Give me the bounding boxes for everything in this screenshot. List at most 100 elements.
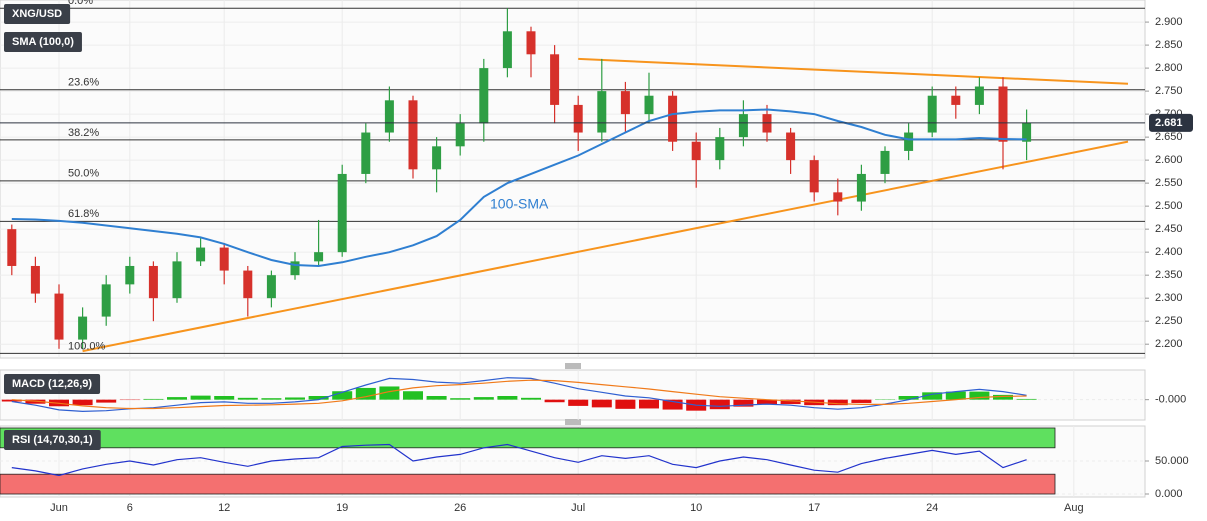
candle-body [101, 284, 111, 317]
fib-level-label: 23.6% [68, 77, 99, 89]
macd-histogram-bar [473, 397, 494, 400]
candle-body [856, 173, 866, 202]
candle-body [172, 261, 182, 299]
x-tick-label: 6 [127, 502, 133, 514]
macd-histogram-bar [922, 392, 943, 400]
candle-body [384, 100, 394, 133]
candle-body [30, 265, 40, 294]
x-tick-label: 24 [926, 502, 938, 514]
fib-level-label: 50.0% [68, 168, 99, 180]
candle-body [7, 229, 17, 266]
candle-body [691, 141, 701, 161]
y-tick-label: 2.850 [1155, 39, 1183, 51]
y-tick-label: 2.750 [1155, 85, 1183, 97]
y-tick-label: 0.000 [1155, 488, 1183, 500]
macd-histogram-bar [521, 397, 541, 400]
grid [0, 0, 1145, 497]
y-tick-label: -0.000 [1155, 394, 1186, 406]
candle-body [219, 247, 229, 271]
candle-body [243, 270, 253, 299]
y-tick-label: 2.450 [1155, 223, 1183, 235]
legend-box [4, 430, 101, 450]
macd-histogram-bar [709, 399, 730, 410]
legend-box [4, 32, 82, 52]
trend-line [578, 57, 1129, 85]
fib-level-label: 38.2% [68, 127, 99, 139]
fib-level-label: 0.0% [68, 0, 93, 7]
macd-histogram-bar [214, 396, 235, 400]
candle-body [998, 86, 1008, 142]
y-tick-label: 2.300 [1155, 292, 1183, 304]
signal-line [11, 379, 1027, 410]
panel-divider[interactable] [565, 363, 581, 425]
macd-histogram-bar [1016, 398, 1037, 400]
y-tick-label: 2.400 [1155, 246, 1183, 258]
candle-body [715, 137, 725, 161]
candle-body [455, 123, 465, 147]
x-tick-label: 17 [808, 502, 820, 514]
candle-body [833, 192, 843, 202]
candle-body [125, 265, 135, 285]
macd-histogram-bar [1, 399, 22, 402]
macd-histogram-bar [190, 395, 211, 400]
macd-histogram-bar [379, 386, 400, 400]
candle-body [78, 316, 88, 340]
fib-level-label: 100.0% [68, 340, 106, 352]
x-tick-label: Jun [50, 502, 68, 514]
price-panel [0, 0, 1146, 359]
candle-body [502, 31, 512, 69]
y-tick-label: 2.800 [1155, 62, 1183, 74]
legend-label: MACD (12,26,9) [12, 378, 92, 390]
candle-body [904, 132, 914, 151]
candle-body [644, 95, 654, 115]
legend-box [4, 4, 71, 24]
last-price-box [1149, 113, 1193, 132]
candle-body [408, 100, 418, 170]
macd-histogram-bar [72, 399, 93, 406]
candle-body [148, 265, 158, 299]
y-tick-label: 2.650 [1155, 131, 1183, 143]
x-tick-label: 10 [690, 502, 702, 514]
y-tick-label: 2.600 [1155, 154, 1183, 166]
y-tick-label: 2.500 [1155, 200, 1183, 212]
macd-histogram-bar [615, 399, 636, 409]
candle-body [809, 160, 819, 193]
rsi-line [11, 443, 1027, 477]
macd-histogram-bar [285, 397, 305, 400]
macd-histogram-bar [167, 397, 187, 400]
sma-annotation: 100-SMA [490, 196, 549, 212]
oversold-zone [0, 473, 1056, 495]
legend-label: RSI (14,70,30,1) [12, 434, 93, 446]
candle-body [526, 31, 536, 55]
macd-histogram-bar [662, 399, 683, 410]
candle-body [927, 95, 937, 133]
macd-histogram-bar [355, 387, 376, 400]
legend-label: SMA (100,0) [12, 36, 74, 48]
macd-histogram-bar [403, 391, 423, 400]
macd-histogram-bar [237, 397, 258, 400]
candle-body [786, 132, 796, 161]
macd-histogram-bar [898, 396, 919, 400]
sma-line [11, 108, 1027, 268]
candle-body [974, 86, 984, 105]
y-tick-label: 50.000 [1155, 455, 1189, 467]
candle-body [620, 91, 630, 115]
candle-body [550, 54, 560, 105]
macd-histogram-bar [261, 398, 282, 400]
macd-histogram-bar [993, 394, 1013, 400]
macd-histogram-bar [308, 396, 329, 400]
legend-box [4, 374, 101, 394]
candle-body [668, 95, 678, 142]
macd-histogram-bar [969, 391, 990, 400]
macd-histogram-bar [827, 399, 848, 406]
macd-histogram-bar [568, 399, 589, 406]
candle-body [266, 275, 276, 299]
legend-label: XNG/USD [12, 8, 62, 20]
macd-line [11, 377, 1027, 413]
y-tick-label: 2.550 [1155, 177, 1183, 189]
candle-body [573, 104, 583, 133]
candle-body [738, 114, 748, 138]
candle-body [337, 173, 347, 253]
macd-histogram-bar [733, 399, 754, 407]
